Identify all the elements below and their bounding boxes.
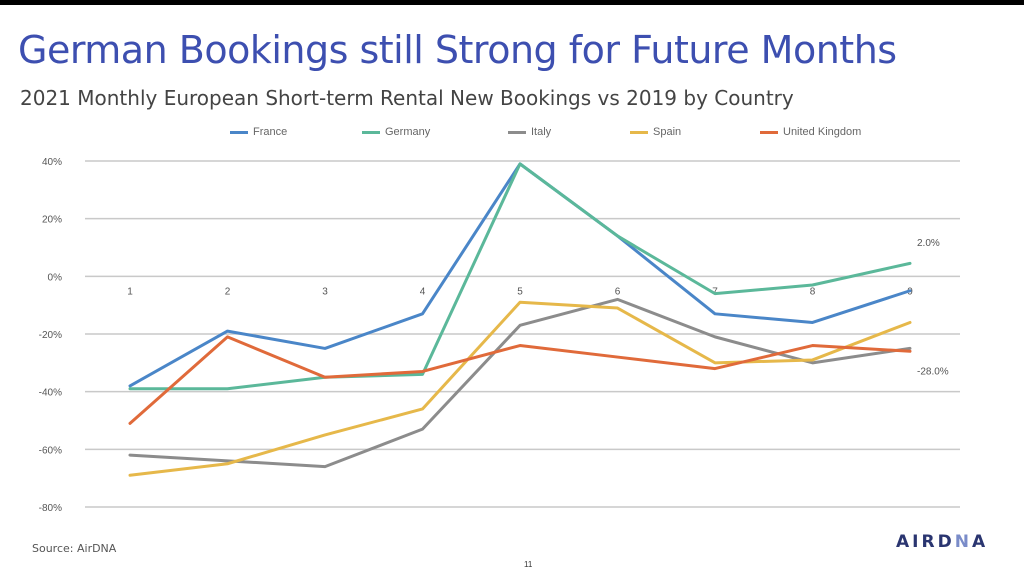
- series-lines: [128, 162, 912, 477]
- grid-lines: [85, 160, 960, 508]
- y-tick-label: 20%: [42, 215, 62, 226]
- y-axis-tick-labels: 40% 20% 0% -20% -40% -60% -80%: [39, 157, 62, 514]
- series-line-italy: [128, 297, 912, 469]
- y-tick-label: -40%: [39, 388, 62, 399]
- y-tick-label: -60%: [39, 445, 62, 456]
- x-tick-label: 5: [517, 286, 523, 297]
- legend-label: Italy: [531, 126, 552, 138]
- series-line-united-kingdom: [128, 335, 912, 425]
- annotation-label: 2.0%: [917, 238, 940, 249]
- legend-swatch: [760, 130, 778, 134]
- logo-letter: I: [912, 532, 922, 552]
- page-title: German Bookings still Strong for Future …: [18, 28, 897, 72]
- x-tick-label: 2: [225, 286, 231, 297]
- top-bar: [0, 0, 1024, 5]
- legend-label: Spain: [653, 126, 682, 138]
- airdna-logo: AIRDNA: [896, 532, 988, 552]
- chart-subtitle: 2021 Monthly European Short-term Rental …: [20, 86, 794, 110]
- x-tick-label: 8: [810, 286, 816, 297]
- annotation-label: -28.0%: [917, 366, 949, 377]
- series-line-germany: [128, 162, 912, 391]
- legend-item-spain: Spain: [630, 126, 681, 138]
- legend-item-united-kingdom: United Kingdom: [760, 126, 861, 138]
- series-line-france: [128, 162, 912, 388]
- x-tick-label: 1: [127, 286, 133, 297]
- legend-swatch: [630, 130, 648, 134]
- legend-item-italy: Italy: [508, 126, 551, 138]
- logo-letter: A: [896, 532, 913, 552]
- x-tick-label: 4: [420, 286, 426, 297]
- legend-label: France: [253, 126, 288, 138]
- y-tick-label: 0%: [48, 272, 63, 283]
- legend-swatch: [508, 130, 526, 134]
- legend-item-france: France: [230, 126, 287, 138]
- logo-letter: A: [971, 532, 989, 552]
- legend-swatch: [362, 130, 380, 134]
- annotations: 2.0% -28.0%: [917, 238, 949, 377]
- legend-swatch: [230, 130, 248, 134]
- x-tick-label: 3: [322, 286, 328, 297]
- y-tick-label: 40%: [42, 157, 62, 168]
- y-tick-label: -80%: [39, 503, 62, 514]
- page-number: 11: [524, 560, 533, 569]
- legend-label: United Kingdom: [783, 126, 862, 138]
- logo-letter: R: [921, 532, 938, 552]
- logo-letter: N: [954, 532, 972, 552]
- x-tick-label: 7: [712, 286, 718, 297]
- series-line-spain: [128, 300, 912, 477]
- chart-legend: France Germany Italy Spain United Kingdo…: [0, 126, 1024, 144]
- legend-label: Germany: [385, 126, 431, 138]
- source-note: Source: AirDNA: [32, 542, 117, 555]
- y-tick-label: -20%: [39, 330, 62, 341]
- x-tick-label: 6: [615, 286, 621, 297]
- logo-letter: D: [937, 532, 955, 552]
- legend-item-germany: Germany: [362, 126, 430, 138]
